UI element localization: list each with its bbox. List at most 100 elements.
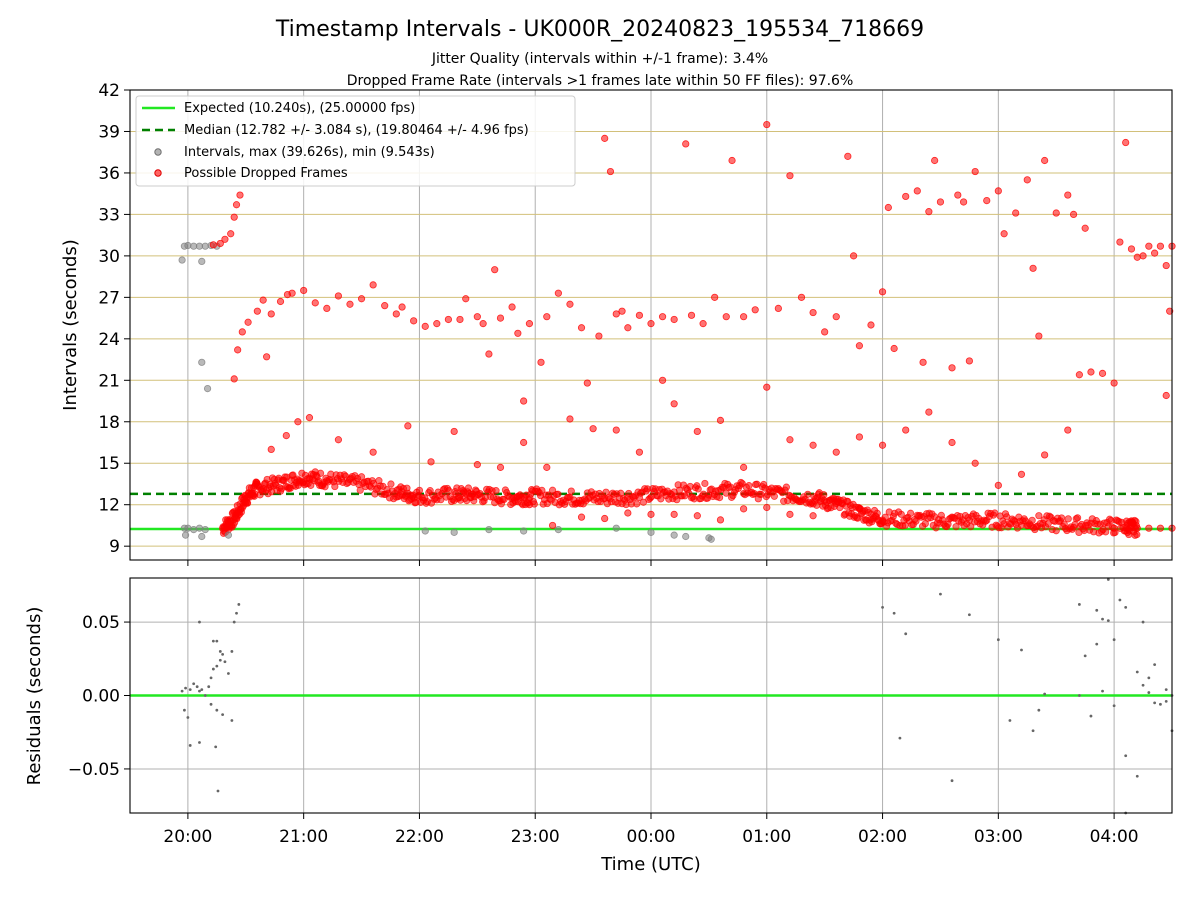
- dropped-frame-point: [244, 318, 252, 326]
- dropped-frame-point: [1023, 176, 1031, 184]
- residuals-y-label: Residuals (seconds): [24, 607, 45, 786]
- dropped-frame-point: [954, 191, 962, 199]
- dropped-frame-point: [786, 172, 794, 180]
- y-tick-label: 9: [109, 537, 120, 557]
- residual-point: [180, 689, 184, 693]
- residual-point: [1159, 702, 1162, 706]
- interval-point: [181, 531, 190, 539]
- dropped-frame-point: [693, 427, 701, 436]
- dropped-frame-point: [259, 296, 267, 304]
- residual-point: [892, 611, 896, 615]
- dropped-frame-point: [267, 445, 275, 454]
- dropped-frame-point: [751, 306, 759, 314]
- dropped-frame-point: [890, 344, 898, 353]
- dropped-frame-point: [294, 418, 302, 426]
- dropped-frame-point: [520, 397, 528, 405]
- dropped-frame-point: [543, 463, 551, 471]
- legend-dropped-label: Possible Dropped Frames: [184, 166, 348, 181]
- dropped-frame-point: [221, 235, 229, 243]
- dropped-frame-point: [1052, 527, 1060, 535]
- dropped-frame-point: [577, 324, 586, 332]
- residual-point: [1147, 691, 1151, 694]
- dropped-frame-point: [404, 422, 412, 430]
- residual-point: [1118, 598, 1122, 602]
- dropped-frame-point: [427, 458, 435, 466]
- dropped-frame-point: [907, 509, 915, 517]
- intervals-y-ticks: 9 12 15 18 21 24 27 30 33 36 39 42: [98, 81, 130, 557]
- interval-point: [682, 532, 690, 541]
- legend-intervals-swatch: [154, 148, 162, 156]
- residual-point: [967, 613, 971, 617]
- dropped-frame-point: [491, 266, 499, 274]
- dropped-frame-point: [1017, 470, 1026, 478]
- dropped-frame-point: [716, 416, 725, 424]
- x-tick-label: 21:00: [279, 827, 328, 847]
- dropped-frame-point: [878, 288, 887, 296]
- dropped-frame-point: [1145, 524, 1153, 532]
- dropped-frame-point: [670, 315, 678, 324]
- interval-point: [421, 527, 429, 535]
- dropped-frame-point: [415, 486, 424, 494]
- dropped-frame-point: [701, 479, 709, 488]
- legend-dropped-swatch: [154, 169, 162, 177]
- y-tick-label: 36: [98, 164, 120, 184]
- residual-point: [1153, 701, 1157, 705]
- dropped-frame-point: [694, 485, 702, 493]
- dropped-frame-point: [410, 317, 418, 325]
- residual-point: [237, 603, 241, 606]
- dropped-frame-point: [1041, 156, 1049, 165]
- chart-subtitle-2: Dropped Frame Rate (intervals >1 frames …: [347, 73, 854, 89]
- interval-point: [203, 384, 212, 393]
- residual-point: [1083, 654, 1087, 658]
- residual-point: [1020, 648, 1023, 652]
- x-tick-label: 03:00: [974, 827, 1023, 847]
- dropped-frame-point: [589, 425, 597, 433]
- dropped-frame-point: [496, 314, 505, 322]
- interval-point: [485, 525, 493, 534]
- dropped-frame-point: [711, 293, 719, 301]
- x-tick-label: 04:00: [1090, 827, 1139, 847]
- dropped-frame-point: [300, 286, 308, 295]
- dropped-frame-point: [537, 358, 545, 366]
- residual-point: [1031, 729, 1035, 733]
- dropped-frame-point: [844, 152, 852, 160]
- y-tick-label: 30: [98, 247, 120, 267]
- dropped-frame-point: [577, 513, 586, 521]
- dropped-frame-point: [538, 486, 546, 494]
- dropped-frame-point: [878, 517, 887, 525]
- dropped-frame-point: [1081, 224, 1089, 232]
- chart-title: Timestamp Intervals - UK000R_20240823_19…: [275, 17, 924, 42]
- interval-point: [450, 528, 458, 536]
- residuals-points: [180, 578, 1174, 815]
- residual-point: [1141, 683, 1145, 687]
- residual-point: [232, 620, 236, 624]
- dropped-frame-point: [624, 324, 632, 332]
- residual-point: [1112, 638, 1116, 642]
- dropped-frame-point: [381, 302, 389, 310]
- dropped-frame-point: [931, 156, 939, 165]
- dropped-frame-point: [855, 505, 864, 513]
- dropped-frame-point: [234, 346, 242, 354]
- dropped-frame-point: [693, 512, 701, 520]
- dropped-frame-point: [1087, 368, 1095, 376]
- residual-point: [188, 744, 192, 747]
- y-tick-label: 42: [98, 81, 120, 101]
- legend-box: [135, 95, 576, 187]
- dropped-frame-point: [230, 213, 238, 221]
- interval-point: [198, 532, 206, 541]
- y-tick-label: 18: [98, 413, 120, 433]
- dropped-frame-point: [421, 322, 429, 330]
- dropped-frame-point: [1166, 307, 1174, 315]
- x-tick-label: 23:00: [511, 827, 560, 847]
- dropped-frame-point: [1156, 524, 1165, 532]
- dropped-frame-point: [282, 431, 290, 440]
- residual-point: [1147, 676, 1151, 680]
- residual-point: [1077, 603, 1081, 606]
- dropped-frame-point: [433, 320, 441, 328]
- dropped-frame-point: [554, 490, 562, 498]
- interval-point: [647, 528, 655, 536]
- dropped-frame-point: [496, 463, 505, 471]
- dropped-frame-point: [369, 448, 377, 456]
- dropped-frame-point: [878, 441, 887, 449]
